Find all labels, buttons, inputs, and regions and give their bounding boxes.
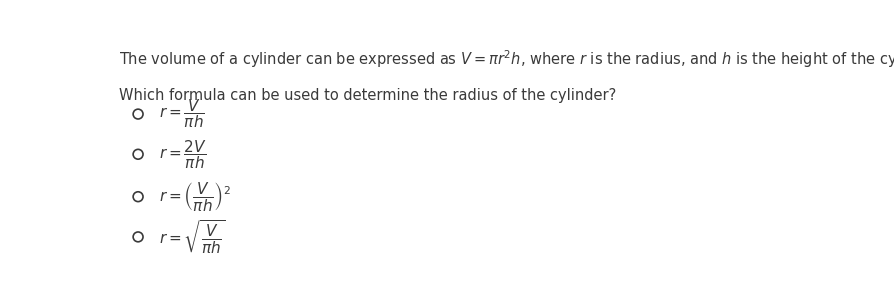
Text: $r = \sqrt{\dfrac{V}{\pi h}}$: $r = \sqrt{\dfrac{V}{\pi h}}$ bbox=[159, 218, 225, 256]
Text: $r = \dfrac{V}{\pi h}$: $r = \dfrac{V}{\pi h}$ bbox=[159, 98, 205, 130]
Text: The volume of a cylinder can be expressed as $V = \pi r^2 h$, where $r$ is the r: The volume of a cylinder can be expresse… bbox=[119, 48, 894, 70]
Text: Which formula can be used to determine the radius of the cylinder?: Which formula can be used to determine t… bbox=[119, 88, 616, 104]
Text: $r = \dfrac{2V}{\pi h}$: $r = \dfrac{2V}{\pi h}$ bbox=[159, 138, 207, 171]
Text: $r = \left(\dfrac{V}{\pi h}\right)^{2}$: $r = \left(\dfrac{V}{\pi h}\right)^{2}$ bbox=[159, 180, 231, 213]
